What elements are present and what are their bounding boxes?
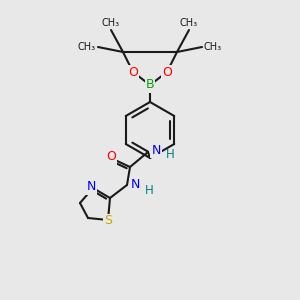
Text: O: O [128,65,138,79]
Text: CH₃: CH₃ [102,18,120,28]
Text: N: N [130,178,140,191]
Text: O: O [162,65,172,79]
Text: CH₃: CH₃ [180,18,198,28]
Text: CH₃: CH₃ [78,42,96,52]
Text: S: S [104,214,112,227]
Text: B: B [146,79,154,92]
Text: N: N [151,143,161,157]
Text: H: H [166,148,175,161]
Text: N: N [86,181,96,194]
Text: O: O [106,151,116,164]
Text: H: H [145,184,154,196]
Text: CH₃: CH₃ [204,42,222,52]
